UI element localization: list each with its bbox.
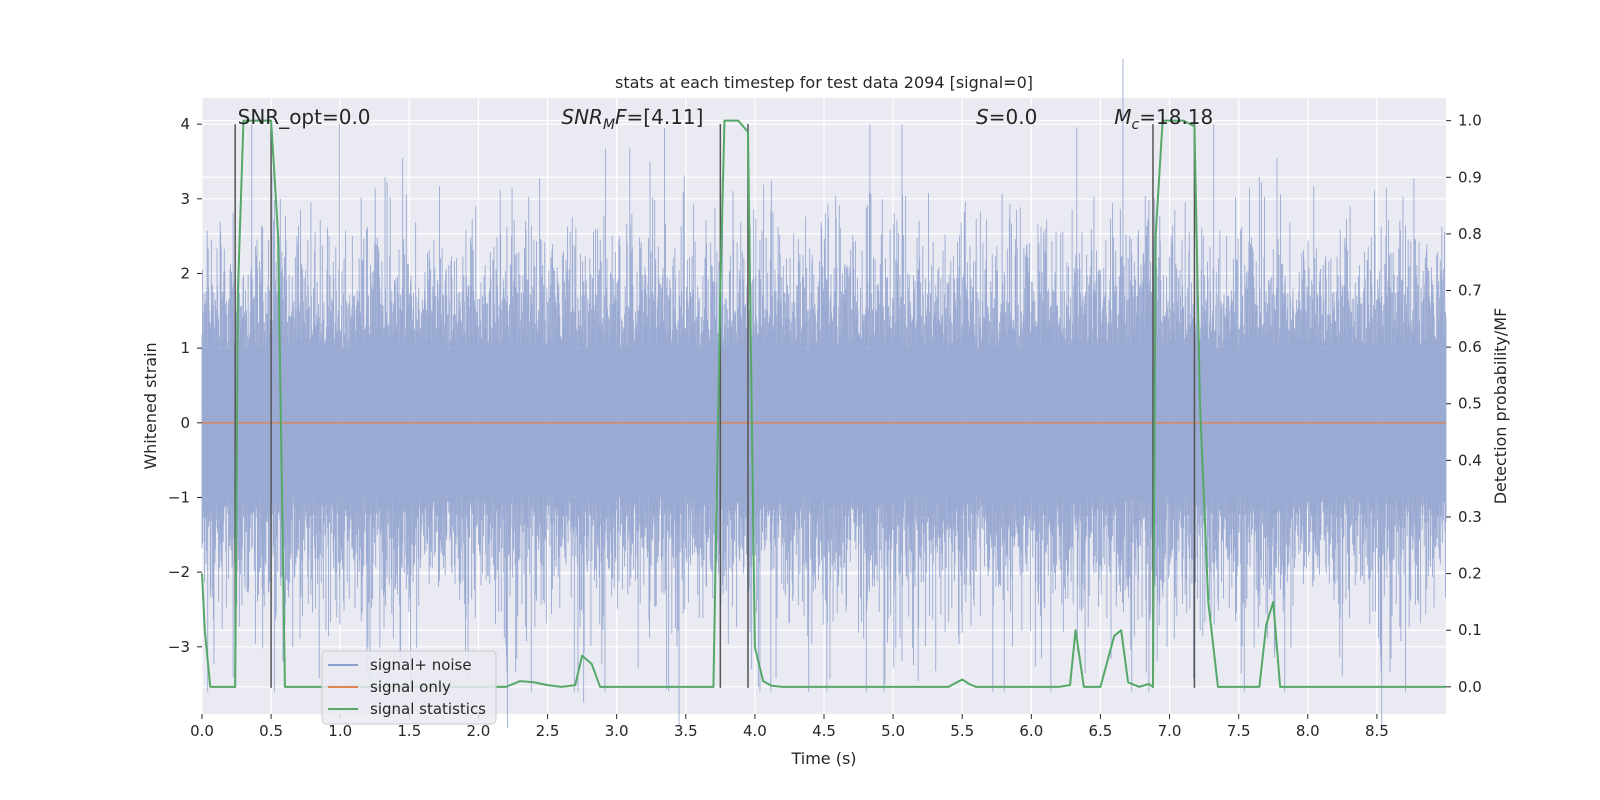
axes: 0.0 0.5 1.0 1.5 2.0 2.5 3.0 3.5 4.0 4.5 5.0 5.5 6.0 6…: [168, 112, 1482, 740]
x-tick-label: 5.0: [881, 722, 905, 740]
y-left-tick-label: −3: [168, 638, 190, 656]
y-right-tick-label: 0.6: [1458, 338, 1482, 356]
y-right-tick-label: 0.0: [1458, 678, 1482, 696]
annotation-4: Mc=18.18: [1114, 105, 1213, 133]
y-left-tick-label: −2: [168, 563, 190, 581]
vertical-markers: [234, 124, 1196, 688]
y-axis-right-label: Detection probability/MF: [1491, 308, 1510, 505]
x-tick-label: 3.0: [605, 722, 629, 740]
y-axis-left-label: Whitened strain: [141, 342, 160, 469]
x-tick-label: 7.5: [1227, 722, 1251, 740]
y-right-tick-label: 0.8: [1458, 225, 1482, 243]
x-tick-label: 2.0: [467, 722, 491, 740]
x-tick-label: 7.0: [1158, 722, 1182, 740]
series-signal-statistics: [201, 119, 1446, 688]
x-tick-label: 4.0: [743, 722, 767, 740]
x-tick-label: 6.0: [1019, 722, 1043, 740]
x-tick-label: 3.5: [674, 722, 698, 740]
y-left-tick-label: 3: [180, 190, 190, 208]
x-tick-label: 5.5: [950, 722, 974, 740]
x-tick-label: 8.0: [1296, 722, 1320, 740]
x-tick-label: 0.0: [190, 722, 214, 740]
y-left-tick-label: 4: [180, 115, 190, 133]
y-right-tick-label: 0.3: [1458, 508, 1482, 526]
x-tick-label: 0.5: [259, 722, 283, 740]
stats-line: [201, 119, 1446, 688]
x-tick-label: 2.5: [536, 722, 560, 740]
annotation-3: S=0.0: [976, 105, 1037, 129]
y-right-tick-label: 0.1: [1458, 621, 1482, 639]
x-tick-label: 4.5: [812, 722, 836, 740]
y-right-tick-label: 0.5: [1458, 395, 1482, 413]
x-tick-label: 6.5: [1089, 722, 1113, 740]
x-axis-label: Time (s): [790, 749, 856, 768]
series-signal-noise: [201, 58, 1447, 729]
y-left-tick-label: 0: [180, 414, 190, 432]
chart-title: stats at each timestep for test data 209…: [615, 73, 1033, 92]
annotations: SNR_opt=0.0 SNRMF=[4.11] S=0.0 Mc=18.18: [238, 105, 1214, 133]
legend-label: signal only: [370, 678, 451, 696]
y-right-tick-label: 1.0: [1458, 112, 1482, 130]
noise-trace: [201, 58, 1447, 729]
y-right-tick-label: 0.7: [1458, 282, 1482, 300]
x-tick-label: 1.0: [328, 722, 352, 740]
legend-label: signal+ noise: [370, 656, 472, 674]
annotation-2: SNRMF=[4.11]: [561, 105, 703, 133]
y-left-tick-label: −1: [168, 488, 190, 506]
legend-label: signal statistics: [370, 700, 486, 718]
legend: signal+ noise signal only signal statistic…: [321, 650, 497, 725]
y-right-tick-label: 0.4: [1458, 451, 1482, 469]
x-tick-label: 8.5: [1365, 722, 1389, 740]
y-left-tick-label: 2: [180, 264, 190, 282]
y-right-tick-label: 0.9: [1458, 168, 1482, 186]
y-left-tick-label: 1: [180, 339, 190, 357]
legend-box: [321, 650, 497, 725]
annotation-1: SNR_opt=0.0: [238, 105, 371, 129]
x-tick-label: 1.5: [397, 722, 421, 740]
y-right-tick-label: 0.2: [1458, 565, 1482, 583]
